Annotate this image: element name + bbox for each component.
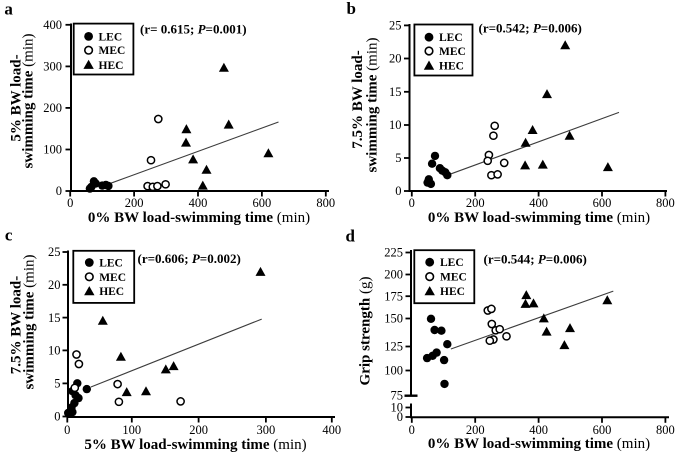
svg-text:800: 800	[656, 423, 675, 437]
svg-text:75: 75	[391, 389, 404, 403]
svg-text:20: 20	[389, 52, 402, 66]
svg-text:175: 175	[384, 289, 403, 303]
svg-text:100: 100	[43, 143, 62, 157]
svg-text:0% BW load-swimming time (min): 0% BW load-swimming time (min)	[428, 436, 650, 452]
svg-text:HEC: HEC	[99, 60, 124, 72]
svg-text:HEC: HEC	[439, 61, 464, 73]
svg-text:MEC: MEC	[99, 272, 126, 284]
svg-text:0: 0	[64, 423, 70, 437]
svg-text:15: 15	[389, 85, 402, 99]
svg-text:200: 200	[384, 268, 403, 282]
svg-text:100: 100	[122, 423, 141, 437]
svg-text:150: 150	[384, 312, 403, 326]
svg-text:10: 10	[389, 118, 402, 132]
svg-text:300: 300	[257, 423, 276, 437]
svg-text:MEC: MEC	[99, 45, 126, 57]
svg-text:200: 200	[43, 101, 62, 115]
svg-text:0: 0	[56, 184, 62, 198]
svg-text:400: 400	[43, 18, 62, 32]
svg-text:15: 15	[48, 311, 61, 325]
svg-text:0: 0	[54, 410, 60, 424]
svg-text:LEC: LEC	[440, 257, 464, 269]
svg-text:400: 400	[529, 423, 548, 437]
svg-text:LEC: LEC	[99, 31, 123, 43]
svg-text:HEC: HEC	[440, 286, 465, 298]
svg-text:b: b	[347, 0, 356, 18]
svg-text:0: 0	[395, 184, 401, 198]
svg-text:200: 200	[466, 196, 485, 210]
svg-text:swimming time (min): swimming time (min)	[22, 255, 38, 390]
svg-text:200: 200	[189, 423, 208, 437]
svg-text:HEC: HEC	[99, 286, 124, 298]
svg-text:swimming time (min): swimming time (min)	[365, 38, 381, 173]
svg-text:MEC: MEC	[440, 272, 467, 284]
svg-text:5: 5	[54, 377, 60, 391]
svg-text:300: 300	[43, 60, 62, 74]
svg-text:400: 400	[322, 423, 341, 437]
svg-text:7.5% BW load-: 7.5% BW load-	[350, 50, 366, 149]
svg-text:600: 600	[593, 423, 612, 437]
svg-text:0: 0	[397, 410, 403, 424]
svg-text:Grip strength (g): Grip strength (g)	[357, 277, 373, 386]
svg-text:0% BW load-swimming time (min): 0% BW load-swimming time (min)	[428, 210, 650, 226]
svg-text:100: 100	[384, 364, 403, 378]
svg-text:200: 200	[466, 423, 485, 437]
svg-text:5: 5	[395, 151, 401, 165]
svg-text:d: d	[346, 227, 356, 246]
svg-text:800: 800	[316, 196, 335, 210]
svg-text:10: 10	[391, 401, 404, 415]
svg-text:swimming time (min): swimming time (min)	[21, 34, 37, 169]
svg-text:(r=0.606; P=0.002): (r=0.606; P=0.002)	[138, 251, 241, 266]
svg-text:LEC: LEC	[439, 32, 463, 44]
svg-text:25: 25	[48, 245, 61, 259]
svg-text:20: 20	[48, 278, 61, 292]
svg-text:600: 600	[253, 196, 272, 210]
svg-text:200: 200	[125, 196, 144, 210]
svg-text:MEC: MEC	[439, 46, 466, 58]
svg-text:0: 0	[409, 196, 415, 210]
svg-text:c: c	[5, 226, 13, 245]
svg-text:(r= 0.615; P=0.001): (r= 0.615; P=0.001)	[140, 22, 247, 37]
svg-text:0: 0	[409, 423, 415, 437]
svg-text:5% BW load-: 5% BW load-	[9, 54, 25, 141]
svg-text:0% BW load-swimming time (min): 0% BW load-swimming time (min)	[88, 210, 310, 226]
svg-text:800: 800	[656, 196, 675, 210]
svg-text:25: 25	[389, 19, 402, 33]
svg-text:7.5% BW load-: 7.5% BW load-	[9, 276, 25, 375]
svg-text:10: 10	[48, 344, 61, 358]
svg-text:(r=0.544; P=0.006): (r=0.544; P=0.006)	[484, 252, 587, 267]
svg-text:400: 400	[189, 196, 208, 210]
svg-text:(r=0.542; P=0.006): (r=0.542; P=0.006)	[479, 21, 582, 36]
svg-text:600: 600	[593, 196, 612, 210]
svg-text:5% BW load-swimming time (min): 5% BW load-swimming time (min)	[84, 437, 306, 453]
svg-text:225: 225	[384, 246, 403, 260]
svg-text:LEC: LEC	[99, 258, 123, 270]
svg-text:125: 125	[384, 340, 403, 354]
svg-text:a: a	[4, 0, 13, 19]
svg-text:400: 400	[529, 196, 548, 210]
svg-text:0: 0	[67, 196, 73, 210]
